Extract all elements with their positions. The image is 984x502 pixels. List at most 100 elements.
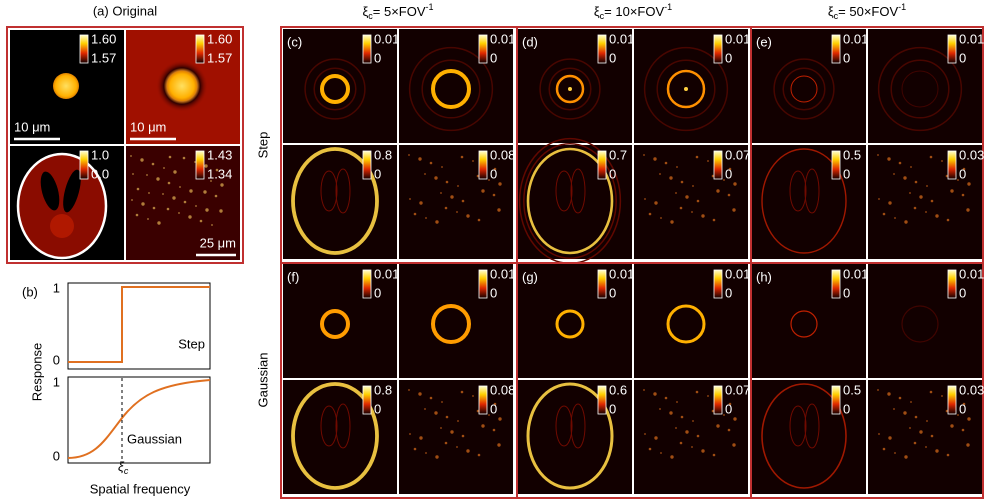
speckle xyxy=(925,446,927,448)
colorbar xyxy=(948,386,956,414)
speckle xyxy=(893,173,895,175)
speckle xyxy=(931,435,934,438)
speckle xyxy=(685,430,688,433)
speckle xyxy=(877,389,879,391)
speckle xyxy=(935,449,938,452)
colorbar-max: 0.01 xyxy=(609,266,634,281)
speckle xyxy=(184,201,187,204)
colorbar-max: 0.08 xyxy=(490,382,515,397)
panel-label: (d) xyxy=(522,34,538,49)
speckle xyxy=(425,217,427,219)
colorbar xyxy=(363,270,371,298)
speckle xyxy=(178,212,180,214)
colorbar-min: 0 xyxy=(490,401,497,416)
colorbar-min: 1.57 xyxy=(91,50,116,65)
speckle xyxy=(132,173,134,175)
subscript: c xyxy=(124,466,129,476)
speckle xyxy=(148,192,150,194)
speckle xyxy=(445,442,448,445)
phase-disc xyxy=(167,71,197,101)
speckle xyxy=(418,392,421,395)
panel-label: (c) xyxy=(287,34,302,49)
speckle xyxy=(167,208,170,211)
colorbar xyxy=(832,386,840,414)
speckle xyxy=(716,424,719,427)
speckle xyxy=(713,454,716,457)
speckle xyxy=(680,207,683,210)
speckle xyxy=(966,443,969,446)
speckle xyxy=(910,166,912,168)
speckle xyxy=(962,194,965,197)
colorbar xyxy=(598,386,606,414)
colorbar xyxy=(832,151,840,179)
speckle xyxy=(930,156,933,159)
speckle xyxy=(430,397,433,400)
speckle xyxy=(716,189,719,192)
colorbar-max: 0.03 xyxy=(959,382,984,397)
colorbar-max: 0.01 xyxy=(490,31,515,46)
speckle xyxy=(878,433,880,435)
header-text: = 50×FOV xyxy=(838,4,898,19)
speckle xyxy=(883,213,886,216)
colorbar-max: 0.8 xyxy=(374,147,392,162)
scalebar-label: 25 μm xyxy=(200,235,236,250)
phase-disc xyxy=(53,73,79,99)
speckle xyxy=(644,198,646,200)
colorbar-min: 0 xyxy=(490,50,497,65)
speckle xyxy=(728,429,731,432)
speckle xyxy=(219,209,222,212)
speckle xyxy=(163,167,165,169)
speckle xyxy=(707,395,709,397)
speckle xyxy=(681,416,684,419)
speckle xyxy=(450,430,453,433)
speckle xyxy=(461,156,464,159)
speckle xyxy=(152,163,155,166)
speckle xyxy=(733,182,736,185)
speckle xyxy=(478,219,481,222)
speckle xyxy=(649,213,652,216)
speckle xyxy=(915,416,918,419)
speckle xyxy=(153,207,156,210)
speckle xyxy=(211,224,213,226)
speckle xyxy=(947,219,950,222)
x-axis-label: Spatial frequency xyxy=(90,481,191,496)
speckle xyxy=(680,442,683,445)
speckle xyxy=(466,214,469,217)
speckle xyxy=(728,194,731,197)
colorbar-max: 0.01 xyxy=(490,266,515,281)
colorbar-max: 0.08 xyxy=(490,147,515,162)
speckle xyxy=(904,455,907,458)
tick-label: 1 xyxy=(53,374,60,389)
colorbar-max: 0.01 xyxy=(374,266,399,281)
colorbar-min: 0 xyxy=(609,50,616,65)
speckle xyxy=(188,215,191,218)
speckle xyxy=(660,452,662,454)
colorbar-min: 0 xyxy=(843,166,850,181)
colorbar xyxy=(363,35,371,63)
colorbar xyxy=(598,270,606,298)
center-dot xyxy=(684,87,688,91)
speckle xyxy=(649,448,652,451)
speckle xyxy=(157,221,160,224)
colorbar-min: 0 xyxy=(959,166,966,181)
colorbar-max: 1.60 xyxy=(207,31,232,46)
speckle xyxy=(950,424,953,427)
colorbar xyxy=(196,35,204,63)
colorbar-min: 0 xyxy=(843,285,850,300)
colorbar xyxy=(479,35,487,63)
gaussian-label: Gaussian xyxy=(127,431,182,446)
speckle xyxy=(466,449,469,452)
speckle xyxy=(967,182,970,185)
column-header: ξc= 5×FOV-1 xyxy=(362,2,433,21)
panel-label: (f) xyxy=(287,269,299,284)
header-text: = 5×FOV xyxy=(373,4,426,19)
speckle xyxy=(919,195,922,198)
speckle xyxy=(408,154,410,156)
speckle xyxy=(498,417,501,420)
center-dot xyxy=(568,87,572,91)
speckle xyxy=(462,200,465,203)
tick-label: 1 xyxy=(53,280,60,295)
panel-label: (e) xyxy=(756,34,772,49)
colorbar-max: 0.01 xyxy=(374,31,399,46)
speckle xyxy=(893,408,895,410)
